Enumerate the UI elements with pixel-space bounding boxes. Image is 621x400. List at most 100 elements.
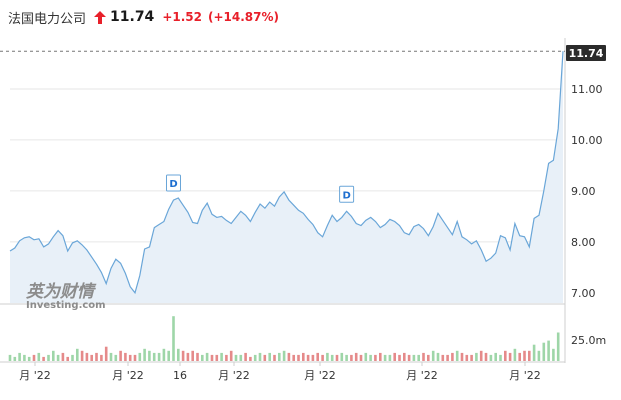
watermark-en: Investing.com bbox=[26, 300, 106, 311]
volume-bar bbox=[354, 352, 358, 361]
volume-bar bbox=[311, 354, 315, 361]
stock-name: 法国电力公司 bbox=[8, 11, 87, 27]
volume-bar bbox=[359, 354, 363, 361]
volume-bar bbox=[504, 350, 507, 361]
volume-bar bbox=[508, 352, 512, 361]
x-tick-label: 月 '22 bbox=[406, 369, 438, 382]
volume-bar bbox=[71, 354, 74, 361]
volume-bar bbox=[268, 352, 271, 361]
volume-bar bbox=[465, 354, 469, 361]
volume-bar bbox=[258, 352, 262, 361]
volume-bar bbox=[287, 352, 291, 361]
volume-bar bbox=[157, 352, 161, 361]
volume-bar bbox=[441, 354, 445, 361]
volume-bar bbox=[374, 354, 377, 361]
volume-bar bbox=[220, 352, 223, 361]
volume-bar bbox=[451, 352, 454, 361]
volume-bar bbox=[210, 354, 214, 361]
volume-bar bbox=[152, 352, 156, 361]
y-tick-label: 10.00 bbox=[571, 134, 603, 147]
volume-bar bbox=[27, 356, 31, 361]
volume-bar bbox=[306, 354, 310, 361]
last-price: 11.74 bbox=[110, 9, 155, 25]
volume-bar bbox=[330, 354, 334, 361]
volume-bar bbox=[138, 352, 142, 361]
volume-bar bbox=[229, 350, 233, 361]
dividend-marker-label: D bbox=[342, 190, 350, 201]
volume-bar bbox=[335, 354, 339, 361]
volume-bar bbox=[95, 352, 98, 361]
volume-bar bbox=[292, 354, 295, 361]
volume-bar bbox=[470, 354, 473, 361]
volume-bar bbox=[422, 352, 425, 361]
volume-bar bbox=[244, 352, 247, 361]
x-axis: 月 '22 月 '22 16 月 '22 月 '22 月 '22 月 '22 bbox=[19, 362, 541, 382]
volume-bar bbox=[104, 346, 108, 361]
volume-bar bbox=[172, 316, 175, 361]
volume-bar bbox=[552, 348, 555, 361]
volume-tick-label: 25.0m bbox=[571, 334, 606, 347]
x-tick-label: 16 bbox=[173, 369, 187, 382]
volume-bar bbox=[8, 354, 12, 361]
volume-bar bbox=[18, 352, 21, 361]
volume-bar bbox=[542, 342, 546, 361]
y-tick-label: 11.00 bbox=[571, 83, 603, 96]
x-tick-label: 月 '22 bbox=[19, 369, 51, 382]
volume-bar bbox=[446, 354, 449, 361]
volume-bar bbox=[518, 352, 521, 361]
volume-bar bbox=[133, 354, 137, 361]
volume-bar bbox=[412, 354, 416, 361]
volume-bar bbox=[56, 354, 60, 361]
volume-bar bbox=[364, 352, 368, 361]
y-tick-label: 9.00 bbox=[571, 185, 596, 198]
volume-bar bbox=[249, 356, 252, 361]
volume-bar bbox=[143, 348, 146, 361]
volume-bar bbox=[66, 356, 69, 361]
last-price-tag: 11.74 bbox=[566, 45, 606, 61]
volume-bar bbox=[37, 352, 41, 361]
volume-bar bbox=[76, 348, 79, 361]
x-tick-label: 月 '22 bbox=[509, 369, 541, 382]
volume-bar bbox=[417, 354, 420, 361]
volume-bar bbox=[109, 352, 113, 361]
dividend-marker[interactable]: D bbox=[339, 185, 355, 203]
volume-bar bbox=[253, 354, 257, 361]
volume-bar bbox=[316, 352, 319, 361]
volume-bar bbox=[494, 352, 497, 361]
volume-bar bbox=[499, 354, 502, 361]
price-line bbox=[9, 51, 564, 295]
volume-bar bbox=[528, 350, 531, 361]
volume-bar bbox=[47, 354, 50, 361]
volume-bar bbox=[523, 350, 526, 361]
volume-bar bbox=[239, 354, 243, 361]
volume-bar bbox=[484, 352, 488, 361]
volume-bar bbox=[431, 350, 435, 361]
x-tick-label: 月 '22 bbox=[304, 369, 336, 382]
volume-bar bbox=[52, 350, 55, 361]
volume-bar bbox=[297, 354, 300, 361]
volume-bar bbox=[162, 348, 166, 361]
volume-bar bbox=[537, 350, 541, 361]
volume-bar bbox=[489, 354, 493, 361]
volume-bar bbox=[61, 352, 65, 361]
x-tick-label: 月 '22 bbox=[218, 369, 250, 382]
price-area bbox=[10, 51, 563, 304]
volume-bar bbox=[225, 354, 228, 361]
volume-bar bbox=[119, 350, 122, 361]
volume-bar bbox=[350, 354, 353, 361]
volume-bar bbox=[80, 350, 84, 361]
up-arrow-icon bbox=[94, 10, 107, 24]
volume-bar bbox=[42, 356, 45, 361]
volume-bar bbox=[383, 354, 387, 361]
watermark: 英为财情 Investing.com bbox=[25, 282, 106, 311]
volume-bar bbox=[398, 354, 401, 361]
volume-bar bbox=[124, 352, 127, 361]
volume-bar bbox=[321, 354, 324, 361]
volume-bar bbox=[282, 350, 286, 361]
volume-bar bbox=[403, 352, 406, 361]
dividend-marker[interactable]: D bbox=[165, 174, 181, 192]
volume-bar bbox=[379, 352, 382, 361]
volume-bar bbox=[278, 352, 281, 361]
volume-bar bbox=[388, 354, 392, 361]
